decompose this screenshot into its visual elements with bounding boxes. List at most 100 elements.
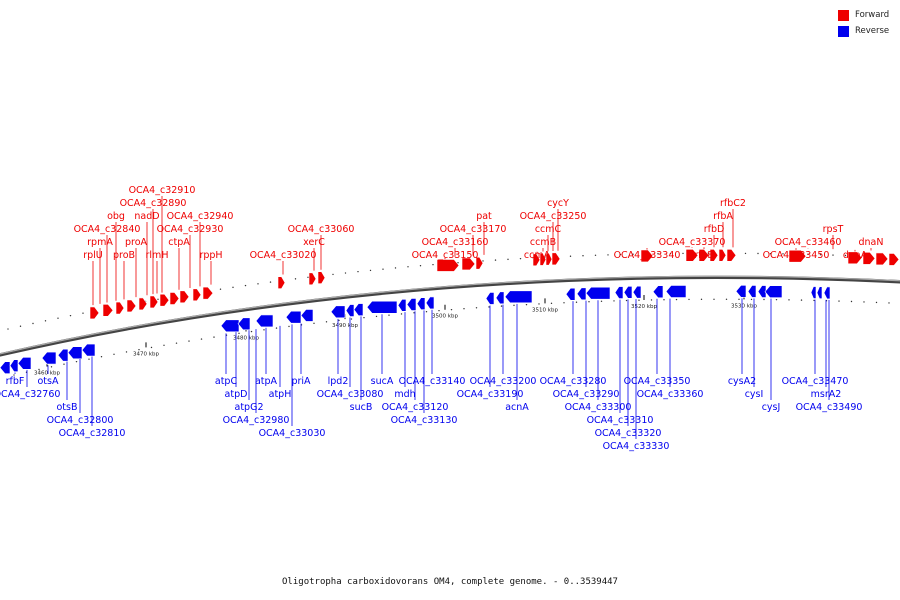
gene-label: priA <box>291 376 311 387</box>
reverse-swatch <box>838 25 849 37</box>
gene-label: atpD <box>225 389 248 400</box>
minor-tick-lower <box>250 330 253 333</box>
reverse-gene-arrow <box>17 357 32 370</box>
gene-label: OCA4_c33250 <box>520 211 587 222</box>
legend-label-forward: Forward <box>855 10 890 20</box>
forward-gene-arrow <box>475 256 484 270</box>
minor-tick-lower <box>700 298 703 301</box>
minor-tick-lower <box>500 305 503 307</box>
forward-gene-arrow <box>115 301 125 315</box>
minor-tick-lower <box>800 299 803 301</box>
minor-tick-lower <box>788 299 790 301</box>
gene-label: OCA4_c33190 <box>457 389 524 400</box>
reverse-gene-arrow <box>823 286 831 300</box>
minor-tick-upper <box>744 252 747 255</box>
forward-gene-arrow <box>532 253 541 267</box>
minor-tick-lower <box>550 302 553 305</box>
minor-tick-lower <box>150 346 153 349</box>
minor-tick-lower <box>638 299 640 301</box>
gene-label: rfbC2 <box>720 198 746 209</box>
gene-label: OCA4_c33140 <box>399 376 466 387</box>
gene-label: msrA2 <box>811 389 842 400</box>
minor-tick-upper <box>332 273 334 276</box>
reverse-gene-arrow <box>330 305 346 319</box>
reverse-gene-arrow <box>495 291 505 305</box>
gene-label: OCA4_c33160 <box>422 237 489 248</box>
minor-tick-upper <box>32 322 34 325</box>
minor-tick-lower <box>863 301 865 303</box>
gene-label: OCA4_c33150 <box>412 250 479 261</box>
minor-tick-lower <box>213 336 215 338</box>
gene-label: OCA4_c32800 <box>47 415 114 426</box>
reverse-gene-arrow <box>220 319 240 333</box>
gene-label: atpA <box>255 376 278 387</box>
reverse-gene-arrow <box>300 309 314 322</box>
reverse-gene-arrow <box>353 303 364 316</box>
gene-label: OCA4_c32890 <box>120 198 187 209</box>
minor-tick-upper <box>607 254 609 256</box>
gene-label: OCA4_c33170 <box>440 224 507 235</box>
gene-label: OCA4_c33120 <box>382 402 449 413</box>
reverse-gene-arrow <box>345 304 355 317</box>
gene-label: ccmC <box>535 224 562 235</box>
reverse-gene-arrow <box>757 285 767 298</box>
gene-label: OCA4_c33300 <box>565 402 632 413</box>
minor-tick-lower <box>450 308 453 311</box>
minor-tick-lower <box>400 313 403 315</box>
gene-label: OCA4_c33060 <box>288 224 355 235</box>
gene-label: dnaA <box>843 250 868 261</box>
gene-label: OCA4_c33280 <box>540 376 607 387</box>
forward-gene-arrow <box>436 259 460 272</box>
minor-tick-upper <box>782 253 784 255</box>
gene-label: acnA <box>505 402 529 413</box>
minor-tick-upper <box>682 252 684 255</box>
gene-label: OCA4_c32940 <box>167 211 234 222</box>
minor-tick-upper <box>157 298 159 300</box>
minor-tick-lower <box>388 314 390 316</box>
forward-gene-arrow <box>308 272 317 286</box>
minor-tick-lower <box>238 332 240 335</box>
gene-label: rppH <box>199 250 222 261</box>
forward-gene-arrow <box>102 304 114 317</box>
forward-gene-arrow <box>126 299 137 313</box>
kbp-tick-label: 3500 kbp <box>432 314 458 320</box>
gene-label: rfbD <box>704 224 725 235</box>
gene-label: cycY <box>547 198 569 209</box>
gene-label: rfbB <box>694 250 714 261</box>
minor-tick-upper <box>669 252 672 255</box>
gene-label: OCA4_c33030 <box>259 428 326 439</box>
minor-tick-upper <box>382 268 384 270</box>
forward-gene-arrow <box>138 297 148 311</box>
minor-tick-lower <box>575 301 578 303</box>
forward-gene-arrow <box>551 252 561 266</box>
gene-label: OCA4_c32760 <box>0 389 60 400</box>
gene-label: cysA2 <box>728 376 756 387</box>
minor-tick-upper <box>7 328 9 330</box>
reverse-gene-arrow <box>576 287 587 301</box>
reverse-gene-arrow <box>623 286 633 299</box>
minor-tick-upper <box>582 255 584 257</box>
reverse-gene-arrow <box>585 286 611 300</box>
minor-tick-upper <box>769 252 772 255</box>
minor-tick-upper <box>657 253 659 255</box>
minor-tick-upper <box>19 325 22 327</box>
minor-tick-lower <box>600 300 603 303</box>
minor-tick-lower <box>413 312 415 314</box>
gene-label: ctpA <box>168 237 190 248</box>
minor-tick-lower <box>513 304 515 307</box>
gene-label: rplU <box>83 250 103 261</box>
reverse-gene-arrow <box>565 287 576 301</box>
forward-gene-arrow <box>277 276 286 289</box>
forward-gene-arrow <box>685 249 699 262</box>
gene-label: atpH <box>269 389 292 400</box>
reverse-genes-layer <box>0 285 831 375</box>
gene-label: OCA4_c33460 <box>775 237 842 248</box>
minor-tick-lower <box>475 307 478 309</box>
kbp-tick-label: 3480 kbp <box>233 335 259 341</box>
forward-gene-arrow <box>726 249 737 262</box>
minor-tick-upper <box>69 314 72 317</box>
gene-label: OCA4_c32980 <box>223 415 290 426</box>
genome-caption: Oligotropha carboxidovorans OM4, complet… <box>282 577 618 587</box>
gene-label: ccmA <box>524 250 551 261</box>
minor-tick-lower <box>313 322 315 325</box>
